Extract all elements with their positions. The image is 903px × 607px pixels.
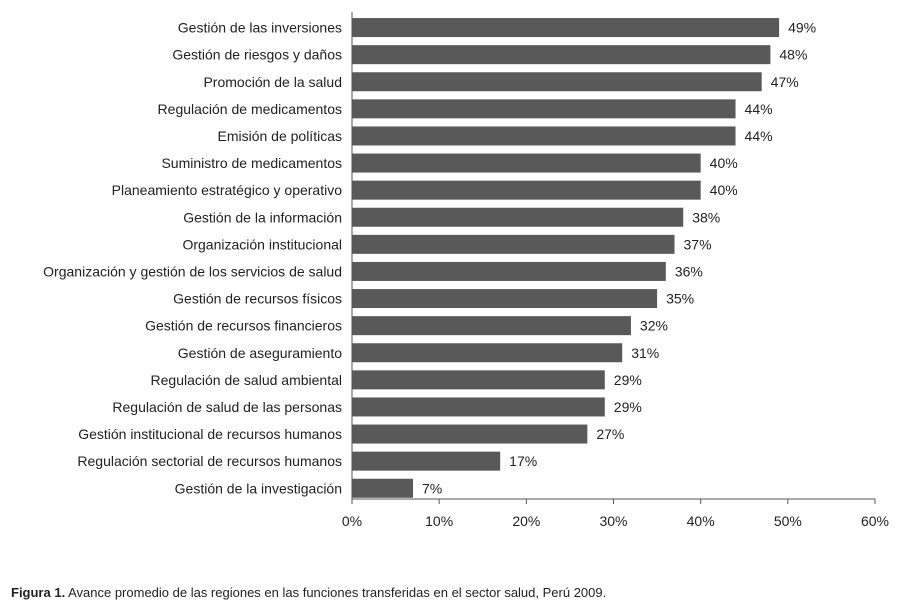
value-label: 49%	[788, 20, 816, 36]
value-label: 27%	[596, 426, 624, 442]
category-label: Gestión de la información	[183, 209, 342, 225]
bar	[352, 180, 701, 200]
value-label: 48%	[779, 47, 807, 63]
bar	[352, 18, 780, 38]
category-label: Gestión de aseguramiento	[178, 345, 342, 361]
bar	[352, 478, 414, 498]
bar	[352, 397, 605, 417]
bar	[352, 451, 501, 471]
figure-caption: Figura 1. Avance promedio de las regione…	[11, 585, 606, 600]
value-label: 47%	[771, 74, 799, 90]
bar	[352, 99, 736, 119]
category-label: Regulación sectorial de recursos humanos	[77, 453, 342, 469]
x-tick-label: 10%	[425, 513, 453, 529]
value-label: 32%	[640, 318, 668, 334]
value-label: 36%	[675, 263, 703, 279]
x-tick-label: 40%	[687, 513, 715, 529]
bar	[352, 45, 771, 65]
category-label: Regulación de medicamentos	[158, 101, 342, 117]
bars-layer: Gestión de las inversiones 49% Gestión de …	[43, 18, 816, 498]
value-label: 38%	[692, 209, 720, 225]
bar	[352, 153, 701, 173]
category-label: Gestión de la investigación	[175, 480, 342, 496]
x-tick-label: 50%	[774, 513, 802, 529]
category-label: Emisión de políticas	[217, 128, 342, 144]
x-axis: 0% 10% 20% 30% 40% 50% 60%	[342, 12, 889, 529]
value-label: 37%	[684, 236, 712, 252]
value-label: 31%	[631, 345, 659, 361]
bar	[352, 343, 623, 363]
category-label: Gestión de recursos financieros	[145, 318, 342, 334]
category-label: Organización y gestión de los servicios …	[43, 263, 342, 279]
caption-text: Avance promedio de las regiones en las f…	[65, 585, 607, 600]
category-label: Gestión institucional de recursos humano…	[78, 426, 342, 442]
category-label: Gestión de las inversiones	[178, 20, 342, 36]
bar	[352, 126, 736, 146]
value-label: 29%	[614, 399, 642, 415]
x-tick-label: 30%	[599, 513, 627, 529]
category-label: Regulación de salud ambiental	[151, 372, 342, 388]
x-tick-label: 60%	[861, 513, 889, 529]
value-label: 7%	[422, 480, 442, 496]
x-tick-label: 0%	[342, 513, 362, 529]
bar	[352, 316, 631, 336]
category-label: Suministro de medicamentos	[161, 155, 342, 171]
caption-label: Figura 1.	[11, 585, 66, 600]
value-label: 17%	[509, 453, 537, 469]
category-label: Promoción de la salud	[203, 74, 342, 90]
bar	[352, 207, 684, 227]
category-label: Organización institucional	[182, 236, 342, 252]
value-label: 40%	[710, 182, 738, 198]
category-label: Regulación de salud de las personas	[112, 399, 342, 415]
value-label: 29%	[614, 372, 642, 388]
category-label: Gestión de recursos físicos	[173, 291, 342, 307]
bar	[352, 72, 762, 92]
bar	[352, 424, 588, 444]
category-label: Planeamiento estratégico y operativo	[112, 182, 343, 198]
bar	[352, 289, 658, 309]
value-label: 44%	[745, 101, 773, 117]
value-label: 44%	[745, 128, 773, 144]
value-label: 35%	[666, 291, 694, 307]
category-label: Gestión de riesgos y daños	[172, 47, 342, 63]
x-tick-label: 20%	[512, 513, 540, 529]
bar	[352, 370, 605, 390]
bar-chart: Gestión de las inversiones 49% Gestión de …	[43, 12, 889, 529]
value-label: 40%	[710, 155, 738, 171]
bar	[352, 261, 666, 281]
bar	[352, 234, 675, 254]
